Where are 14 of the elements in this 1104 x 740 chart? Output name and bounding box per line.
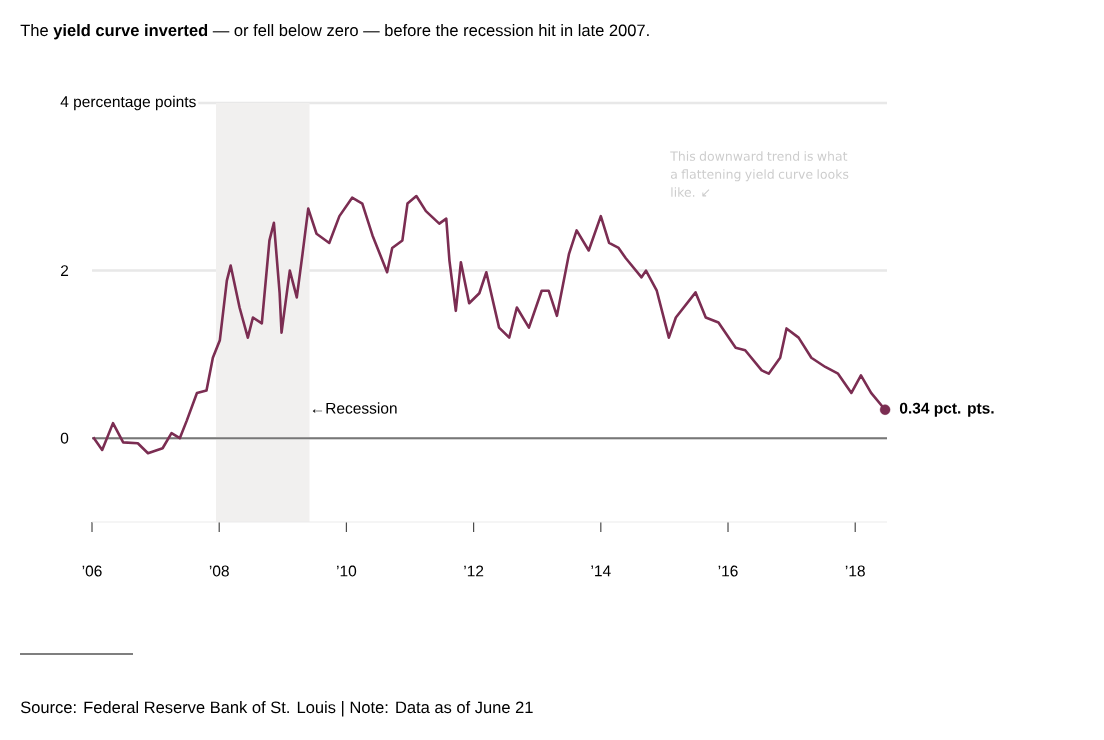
x-tick-label: ’10 [337,565,357,577]
y-tick-label: 4 percentage points [60,95,196,111]
x-tick-label: ’08 [209,565,229,577]
y-tick-label: 0 [60,432,69,444]
x-tick-label: ’12 [464,565,484,577]
x-tick-label: ’14 [591,565,611,577]
chart-title: The yield curve inverted — or fell below zero — before the recession hit in late 2007. [20,24,649,40]
source-note: Source: Federal Reserve Bank of St. Louis | Note: Data as of June 21 [20,701,533,717]
annotation: 0.34 pct. pts. [899,402,994,417]
y-tick-label: 2 [60,265,69,277]
x-tick-label: ’18 [845,565,865,577]
x-tick-label: ’16 [718,565,738,577]
x-tick-label: ’06 [82,565,102,577]
band-label: ←Recession [312,402,397,414]
